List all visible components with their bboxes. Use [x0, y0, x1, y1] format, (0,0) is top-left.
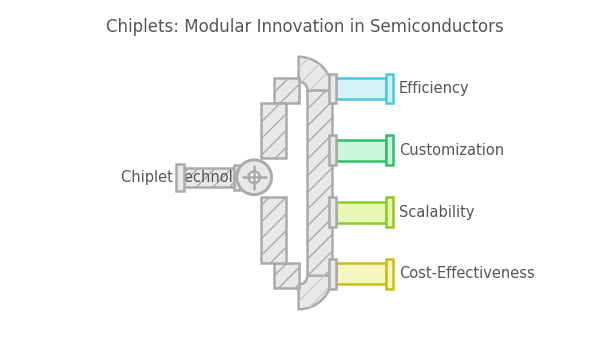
Text: Efficiency: Efficiency — [399, 81, 470, 96]
Bar — [386, 135, 393, 165]
Bar — [329, 74, 336, 103]
Wedge shape — [298, 57, 332, 91]
Text: Customization: Customization — [399, 143, 504, 158]
Bar — [386, 259, 393, 289]
Bar — [336, 78, 386, 99]
Text: Chiplet Technology: Chiplet Technology — [121, 170, 259, 185]
Wedge shape — [298, 276, 332, 309]
Bar — [180, 168, 237, 186]
Bar — [176, 164, 185, 191]
Bar — [329, 135, 336, 165]
Bar — [329, 259, 336, 289]
Text: Cost-Effectiveness: Cost-Effectiveness — [399, 266, 535, 281]
Bar — [273, 263, 298, 288]
Bar — [261, 103, 286, 158]
Bar — [386, 74, 393, 103]
Bar — [261, 197, 286, 263]
Bar — [386, 197, 393, 227]
Bar — [308, 91, 332, 276]
Text: Scalability: Scalability — [399, 205, 474, 219]
Circle shape — [248, 172, 260, 183]
Bar — [336, 140, 386, 161]
Text: Chiplets: Modular Innovation in Semiconductors: Chiplets: Modular Innovation in Semicond… — [105, 18, 504, 35]
Bar — [336, 263, 386, 284]
Bar — [336, 201, 386, 223]
Bar — [329, 197, 336, 227]
Circle shape — [237, 160, 272, 195]
Bar — [273, 78, 298, 103]
Bar — [234, 165, 240, 190]
